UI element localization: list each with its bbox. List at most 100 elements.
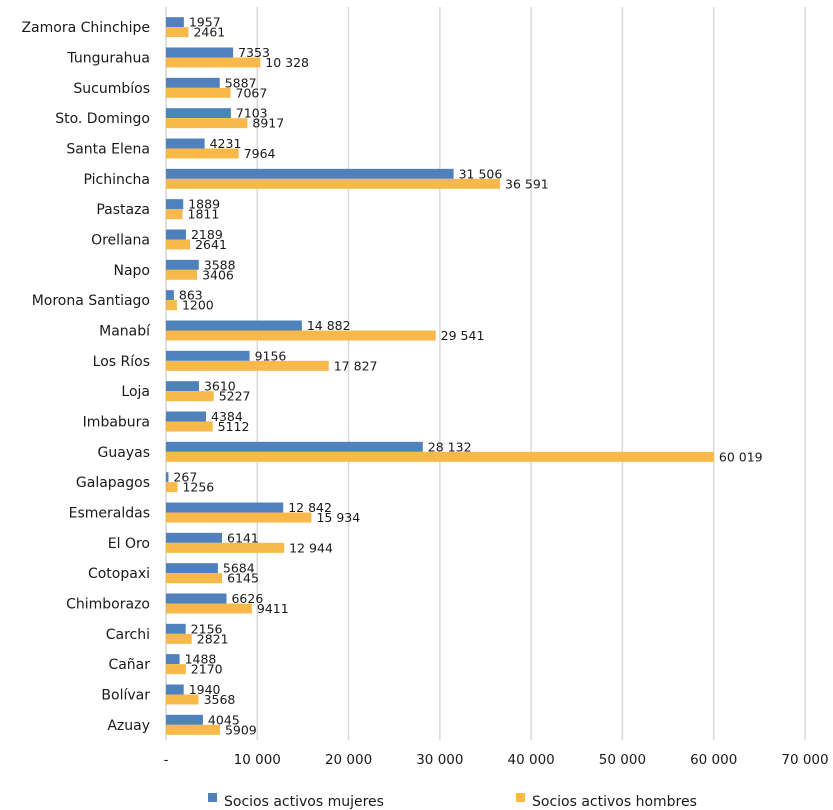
- x-tick-label: 70 000: [781, 752, 828, 768]
- bar-hombres: [166, 391, 214, 402]
- x-tick-label: 60 000: [690, 752, 737, 768]
- data-label: 29 541: [441, 328, 485, 343]
- data-label: 2156: [191, 621, 223, 636]
- data-label: 7353: [238, 45, 270, 60]
- data-label: 5909: [225, 722, 257, 737]
- bar-mujeres: [166, 532, 223, 543]
- data-label: 3610: [204, 379, 236, 394]
- data-label: 3568: [204, 692, 236, 707]
- bar-hombres: [166, 360, 329, 371]
- bar-mujeres: [166, 381, 199, 392]
- data-label: 15 934: [316, 510, 360, 525]
- data-label: 7103: [236, 106, 268, 121]
- data-label: 2170: [191, 662, 223, 677]
- bar-mujeres: [166, 502, 284, 513]
- data-label: 8917: [252, 116, 284, 131]
- bar-mujeres: [166, 472, 169, 483]
- bar-hombres: [166, 724, 220, 735]
- data-label: 1488: [185, 652, 217, 667]
- bar-hombres: [166, 603, 252, 614]
- category-label: Azuay: [107, 718, 150, 734]
- bar-hombres: [166, 209, 183, 220]
- category-label: Carchi: [106, 627, 150, 643]
- x-tick-labels: - 10 000 20 000 30 000 40 000 50 000 60 000 70 …: [164, 752, 829, 768]
- bar-hombres: [166, 57, 261, 68]
- bar-mujeres: [166, 47, 234, 58]
- bar-mujeres: [166, 17, 184, 28]
- category-label: Pichincha: [83, 172, 150, 188]
- bars: [166, 17, 714, 735]
- category-label: Cañar: [108, 657, 150, 673]
- data-label: 6145: [227, 571, 259, 586]
- category-label: Sucumbíos: [73, 81, 150, 97]
- data-label: 3588: [204, 257, 236, 272]
- data-label: 7067: [236, 85, 268, 100]
- bar-mujeres: [166, 684, 184, 695]
- category-label: Guayas: [98, 445, 150, 461]
- bar-mujeres: [166, 199, 184, 210]
- bar-hombres: [166, 633, 192, 644]
- bar-mujeres: [166, 411, 207, 422]
- data-label: 9411: [257, 601, 289, 616]
- bar-mujeres: [166, 138, 205, 149]
- legend-entry: Socios activos mujeres: [224, 794, 384, 810]
- data-label: 14 882: [307, 318, 351, 333]
- bar-hombres: [166, 87, 231, 98]
- data-label: 1957: [189, 15, 221, 30]
- data-label: 12 842: [288, 500, 332, 515]
- category-label: Zamora Chinchipe: [21, 20, 150, 36]
- category-label: Santa Elena: [66, 142, 150, 158]
- legend-swatch: [516, 793, 525, 802]
- bar-hombres: [166, 573, 223, 584]
- category-label: Morona Santiago: [32, 293, 150, 309]
- data-label: 5887: [225, 75, 257, 90]
- bar-mujeres: [166, 229, 186, 240]
- bar-mujeres: [166, 259, 199, 270]
- category-label: Sto. Domingo: [55, 111, 150, 127]
- data-label: 3406: [202, 267, 234, 282]
- data-label: 2821: [197, 631, 229, 646]
- data-label: 31 506: [459, 166, 503, 181]
- data-label: 2641: [195, 237, 227, 252]
- data-label: 1940: [189, 682, 221, 697]
- x-tick-label: 40 000: [508, 752, 555, 768]
- category-label: El Oro: [108, 536, 150, 552]
- x-tick-label: -: [164, 752, 169, 768]
- bar-mujeres: [166, 623, 186, 634]
- data-label: 36 591: [505, 176, 549, 191]
- legend-entry: Socios activos hombres: [532, 794, 697, 810]
- bar-hombres: [166, 27, 189, 38]
- category-label: Galapagos: [76, 475, 150, 491]
- data-label: 4231: [210, 136, 242, 151]
- bar-mujeres: [166, 290, 174, 301]
- bar-hombres: [166, 300, 177, 311]
- bar-mujeres: [166, 714, 203, 725]
- x-tick-label: 10 000: [234, 752, 281, 768]
- data-label: 5684: [223, 561, 255, 576]
- category-label: Los Ríos: [93, 354, 150, 370]
- bar-hombres: [166, 148, 239, 159]
- data-label: 10 328: [265, 55, 309, 70]
- category-label: Loja: [121, 384, 150, 400]
- bar-hombres: [166, 542, 285, 553]
- data-label: 12 944: [289, 540, 333, 555]
- bar-hombres: [166, 118, 248, 129]
- x-tick-label: 50 000: [599, 752, 646, 768]
- category-label: Esmeraldas: [69, 506, 150, 522]
- category-label: Cotopaxi: [88, 566, 150, 582]
- data-label: 5227: [219, 389, 251, 404]
- bar-mujeres: [166, 593, 227, 604]
- data-label: 1256: [182, 480, 214, 495]
- data-label: 2189: [191, 227, 223, 242]
- legend: Socios activos mujeres Socios activos hom…: [208, 793, 697, 810]
- bar-hombres: [166, 694, 199, 705]
- bar-mujeres: [166, 168, 454, 179]
- bar-hombres: [166, 421, 213, 432]
- bar-mujeres: [166, 563, 218, 574]
- category-label: Orellana: [91, 233, 150, 249]
- bar-hombres: [166, 239, 191, 250]
- bar-hombres: [166, 330, 436, 341]
- data-label: 863: [179, 288, 203, 303]
- data-label: 2461: [193, 25, 225, 40]
